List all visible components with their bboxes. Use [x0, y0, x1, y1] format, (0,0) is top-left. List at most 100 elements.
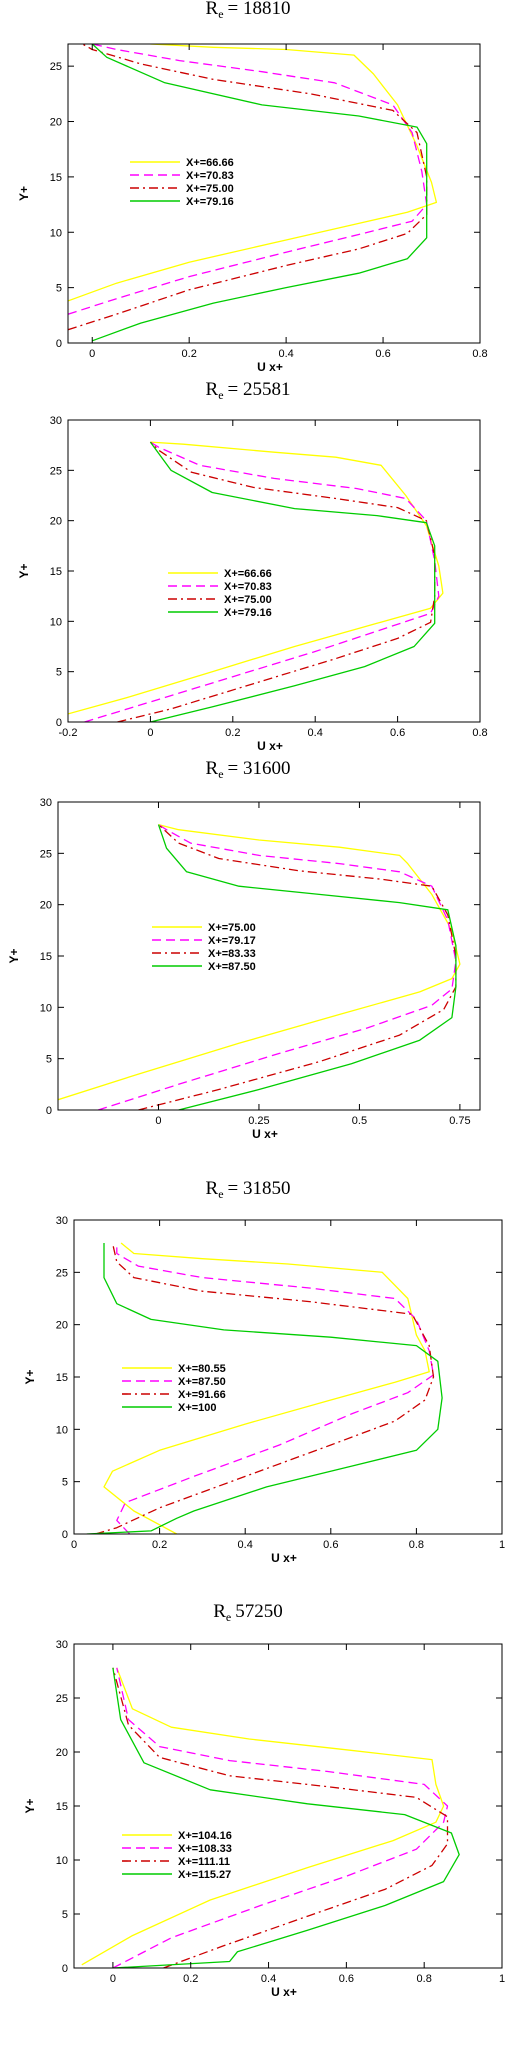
x-axis-label: U x+	[257, 360, 283, 374]
x-tick-label: -0.2	[59, 727, 78, 739]
x-tick-label: 0.6	[375, 348, 390, 360]
legend: X+=66.66X+=70.83X+=75.00X+=79.16	[168, 568, 272, 619]
x-tick-label: 0.2	[182, 348, 197, 360]
series-line-1	[81, 1667, 445, 1966]
x-tick-label: 1	[499, 1539, 505, 1551]
x-tick-label: 0.4	[278, 348, 293, 360]
legend-label: X+=83.33	[208, 948, 256, 960]
x-tick-label: 0.6	[339, 1973, 354, 1985]
legend-label: X+=75.00	[208, 922, 256, 934]
y-axis-label: Y+	[7, 948, 21, 963]
legend-label: X+=80.55	[178, 1363, 226, 1375]
chart-panel-3: Re = 31600 0 0.25 0.5 0.75 0 5 10 15 20 25 30 U x+ Y+ X…	[7, 758, 481, 1141]
legend: X+=75.00X+=79.17X+=83.33X+=87.50	[152, 922, 256, 973]
y-tick-label: 20	[50, 117, 62, 129]
x-tick-label: 0.8	[417, 1973, 432, 1985]
plot-frame	[73, 1219, 503, 1535]
y-tick-label: 10	[56, 1855, 68, 1867]
y-tick-label: 20	[56, 1320, 68, 1332]
series-line-1	[103, 1242, 430, 1534]
y-tick-label: 30	[56, 1639, 68, 1651]
plot-frame	[67, 419, 481, 723]
x-tick-label: 0	[89, 348, 95, 360]
plot-frame	[67, 43, 481, 344]
chart-panel-1: Re = 18810 0 0.2 0.4 0.6 0.8 0 5 10 15 20 25 U x+ Y+ X+…	[17, 0, 488, 374]
y-tick-label: 25	[40, 848, 52, 860]
chart-title: Re = 25581	[206, 379, 291, 402]
series-line-4	[149, 441, 436, 722]
series-line-4	[91, 44, 428, 342]
y-axis-label: Y+	[23, 1798, 37, 1813]
x-tick-label: 0.2	[152, 1539, 167, 1551]
chart-panel-2: Re = 25581-0.2 0 0.2 0.4 0.6 0.8051015202530U …	[17, 379, 488, 753]
x-tick-label: 0	[155, 1115, 161, 1127]
series-line-2	[84, 441, 440, 722]
legend-label: X+=75.00	[224, 594, 272, 606]
chart-title: Re 57250	[213, 1601, 283, 1624]
legend-label: X+=66.66	[186, 157, 234, 169]
y-tick-label: 10	[40, 1002, 52, 1014]
series-line-3	[117, 441, 436, 722]
series-line-2	[112, 1667, 449, 1968]
x-tick-label: 0	[147, 727, 153, 739]
x-tick-label: 0.8	[472, 348, 487, 360]
x-tick-label: 0.4	[261, 1973, 276, 1985]
legend-label: X+=87.50	[178, 1376, 226, 1388]
y-tick-label: 5	[46, 1054, 52, 1066]
series-line-2	[68, 44, 428, 315]
series-line-4	[157, 824, 457, 1110]
x-tick-label: 0.8	[472, 727, 487, 739]
x-tick-label: 0.75	[449, 1115, 470, 1127]
y-tick-label: 10	[50, 227, 62, 239]
legend-label: X+=111.11	[178, 1856, 230, 1868]
legend-label: X+=79.16	[224, 607, 272, 619]
legend-label: X+=100	[178, 1402, 217, 1414]
series-line-1	[58, 823, 461, 1101]
legend: X+=104.16X+=108.33X+=111.11X+=115.27	[122, 1830, 232, 1881]
y-axis-label: Y+	[23, 1369, 37, 1384]
y-tick-label: 20	[40, 900, 52, 912]
y-tick-label: 30	[40, 797, 52, 809]
legend-label: X+=66.66	[224, 568, 272, 580]
y-tick-label: 30	[50, 415, 62, 427]
y-tick-label: 25	[50, 465, 62, 477]
x-tick-label: 0.5	[352, 1115, 367, 1127]
legend-label: X+=70.83	[224, 581, 272, 593]
y-tick-label: 25	[56, 1267, 68, 1279]
y-tick-label: 0	[56, 717, 62, 729]
y-tick-label: 5	[56, 667, 62, 679]
y-tick-label: 10	[56, 1424, 68, 1436]
y-tick-label: 15	[50, 172, 62, 184]
series-line-3	[68, 44, 428, 331]
legend-label: X+=79.17	[208, 935, 256, 947]
series-line-2	[98, 824, 457, 1110]
y-tick-label: 15	[56, 1801, 68, 1813]
legend-label: X+=104.16	[178, 1830, 232, 1842]
series-line-1	[68, 44, 438, 302]
series-group	[68, 44, 438, 342]
x-tick-label: 0.2	[183, 1973, 198, 1985]
series-line-4	[112, 1667, 460, 1968]
x-axis-label: U x+	[252, 1127, 278, 1141]
series-group	[68, 441, 444, 722]
chart-title: Re = 18810	[206, 0, 291, 21]
y-tick-label: 10	[50, 616, 62, 628]
y-tick-label: 0	[56, 338, 62, 350]
plot-frame	[57, 801, 481, 1111]
x-tick-label: 0.4	[238, 1539, 253, 1551]
legend-label: X+=79.16	[186, 196, 234, 208]
x-axis-label: U x+	[271, 1551, 297, 1565]
chart-title: Re = 31850	[206, 1178, 291, 1201]
x-tick-label: 0	[71, 1539, 77, 1551]
y-tick-label: 5	[62, 1477, 68, 1489]
y-tick-label: 15	[56, 1372, 68, 1384]
y-tick-label: 0	[62, 1963, 68, 1975]
series-line-2	[116, 1243, 435, 1534]
series-group	[58, 823, 461, 1110]
series-line-3	[138, 824, 457, 1110]
chart-title: Re = 31600	[206, 758, 291, 781]
